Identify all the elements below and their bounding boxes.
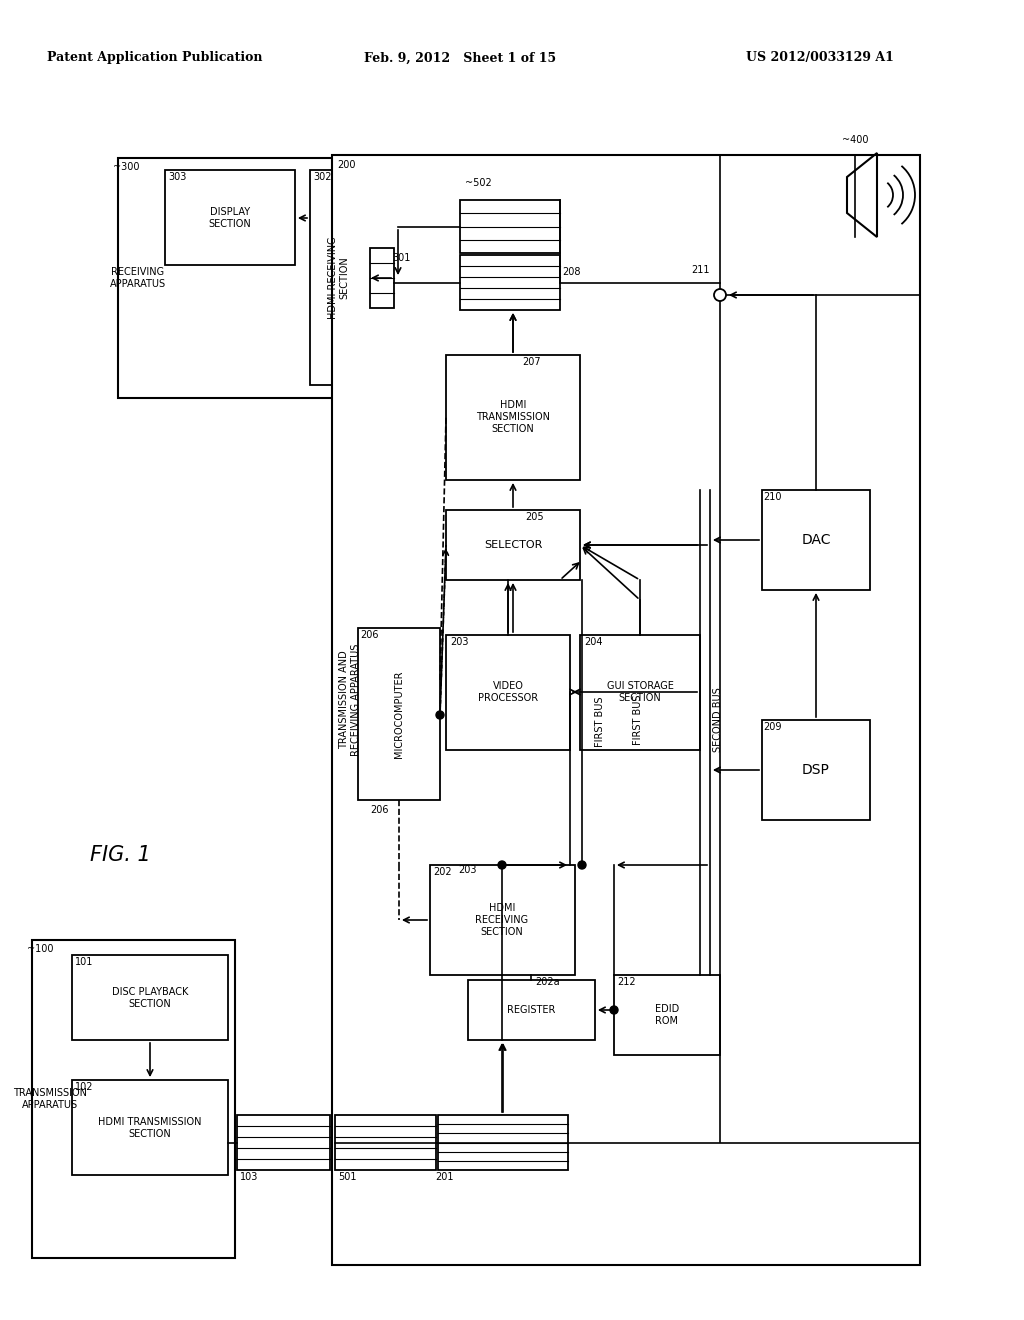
Bar: [72, 1080, 228, 1175]
Text: 206: 206: [370, 805, 388, 814]
Bar: [358, 628, 440, 800]
Text: HDMI TRANSMISSION
SECTION: HDMI TRANSMISSION SECTION: [98, 1117, 202, 1139]
Bar: [430, 865, 575, 975]
Text: 211: 211: [691, 265, 710, 275]
Bar: [446, 510, 580, 579]
Text: HDMI
TRANSMISSION
SECTION: HDMI TRANSMISSION SECTION: [476, 400, 550, 433]
Bar: [72, 954, 228, 1040]
Bar: [370, 248, 394, 308]
Text: DAC: DAC: [801, 533, 830, 546]
Text: ~400: ~400: [842, 135, 868, 145]
Bar: [335, 1115, 436, 1170]
Text: SELECTOR: SELECTOR: [483, 540, 542, 550]
Bar: [468, 979, 595, 1040]
Bar: [332, 154, 920, 1265]
Bar: [762, 719, 870, 820]
Text: 207: 207: [522, 356, 541, 367]
Bar: [118, 158, 375, 399]
Text: ~502: ~502: [465, 178, 492, 187]
Text: REGISTER: REGISTER: [507, 1005, 555, 1015]
Text: 201: 201: [435, 1172, 454, 1181]
Text: 200: 200: [337, 160, 355, 170]
Text: 101: 101: [75, 957, 93, 968]
Text: FIRST BUS: FIRST BUS: [633, 694, 643, 746]
Text: 212: 212: [617, 977, 636, 987]
Bar: [165, 170, 295, 265]
Text: Feb. 9, 2012   Sheet 1 of 15: Feb. 9, 2012 Sheet 1 of 15: [364, 51, 556, 65]
Bar: [762, 490, 870, 590]
Text: 203: 203: [458, 865, 476, 875]
Text: RECEIVING
APPARATUS: RECEIVING APPARATUS: [110, 267, 166, 289]
Text: HDMI RECEIVING
SECTION: HDMI RECEIVING SECTION: [329, 236, 350, 319]
Circle shape: [610, 1006, 618, 1014]
Text: 203: 203: [450, 638, 469, 647]
Bar: [614, 975, 720, 1055]
Text: 209: 209: [763, 722, 781, 733]
Text: 206: 206: [360, 630, 379, 640]
Text: DSP: DSP: [802, 763, 829, 777]
Circle shape: [714, 289, 726, 301]
Text: SECOND BUS: SECOND BUS: [713, 688, 723, 752]
Text: MICROCOMPUTER: MICROCOMPUTER: [394, 671, 404, 758]
Bar: [438, 1115, 568, 1170]
Text: FIRST BUS: FIRST BUS: [595, 697, 605, 747]
Bar: [237, 1115, 330, 1170]
Text: GUI STORAGE
SECTION: GUI STORAGE SECTION: [606, 681, 674, 702]
Text: Patent Application Publication: Patent Application Publication: [47, 51, 263, 65]
Bar: [446, 355, 580, 480]
Bar: [580, 635, 700, 750]
Text: FIG. 1: FIG. 1: [90, 845, 151, 865]
Bar: [460, 255, 560, 310]
Text: TRANSMISSION
APPARATUS: TRANSMISSION APPARATUS: [13, 1088, 87, 1110]
Text: 210: 210: [763, 492, 781, 502]
Text: US 2012/0033129 A1: US 2012/0033129 A1: [746, 51, 894, 65]
Text: ~300: ~300: [113, 162, 139, 172]
Text: DISPLAY
SECTION: DISPLAY SECTION: [209, 207, 251, 228]
Text: VIDEO
PROCESSOR: VIDEO PROCESSOR: [478, 681, 538, 702]
Text: 204: 204: [584, 638, 602, 647]
Text: 303: 303: [168, 172, 186, 182]
Text: 302: 302: [313, 172, 332, 182]
Text: 102: 102: [75, 1082, 93, 1092]
Text: 202a: 202a: [535, 977, 560, 987]
Text: 202: 202: [433, 867, 452, 876]
Text: 208: 208: [562, 267, 581, 277]
Bar: [310, 170, 368, 385]
Text: 205: 205: [525, 512, 544, 521]
Text: EDID
ROM: EDID ROM: [655, 1005, 679, 1026]
Text: HDMI
RECEIVING
SECTION: HDMI RECEIVING SECTION: [475, 903, 528, 937]
Text: ~100: ~100: [27, 944, 53, 954]
Bar: [460, 201, 560, 253]
Text: TRANSMISSION AND
RECEIVING APPARATUS: TRANSMISSION AND RECEIVING APPARATUS: [339, 644, 360, 756]
Circle shape: [578, 861, 586, 869]
Bar: [32, 940, 234, 1258]
Text: 301: 301: [392, 253, 411, 263]
Bar: [446, 635, 570, 750]
Circle shape: [436, 711, 444, 719]
Text: 501: 501: [338, 1172, 356, 1181]
Text: 103: 103: [240, 1172, 258, 1181]
Circle shape: [498, 861, 506, 869]
Text: DISC PLAYBACK
SECTION: DISC PLAYBACK SECTION: [112, 987, 188, 1008]
